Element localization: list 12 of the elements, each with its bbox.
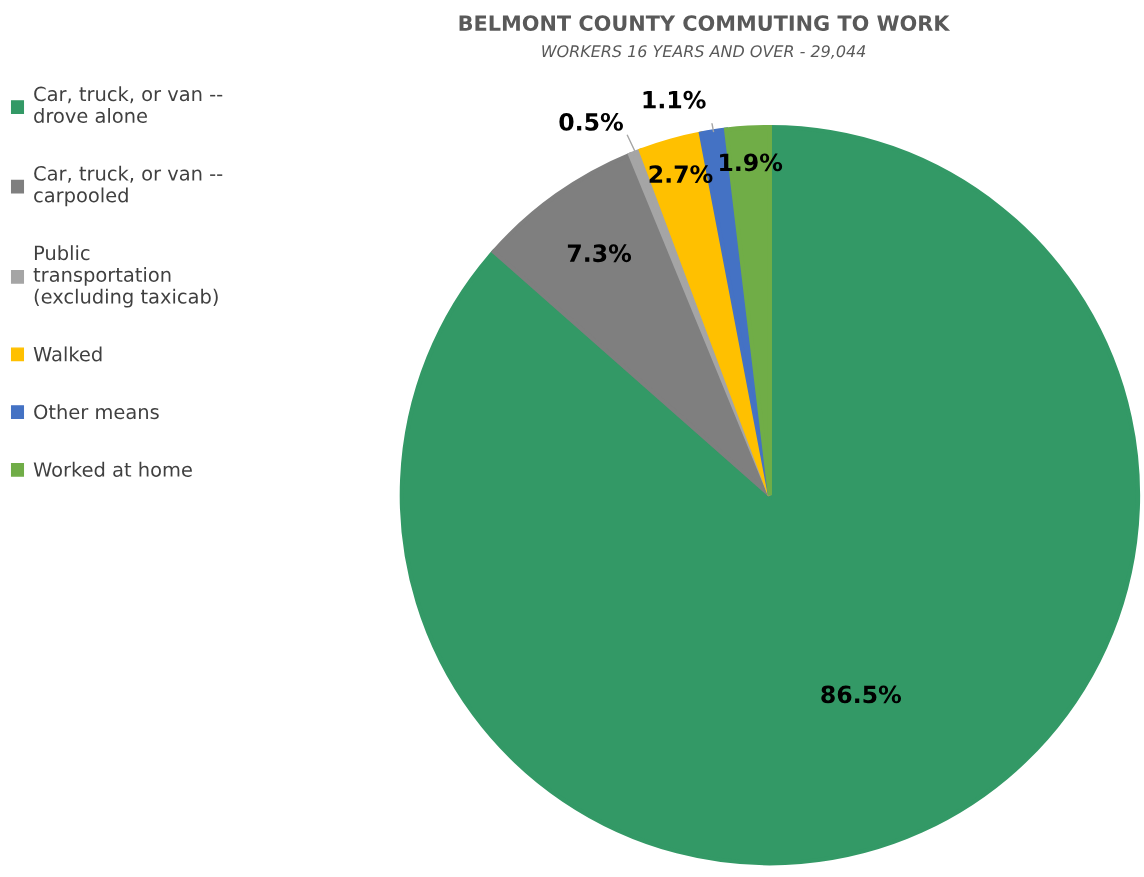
legend-label: Other means xyxy=(34,404,159,420)
chart-subtitle: WORKERS 16 YEARS AND OVER - 29,044 xyxy=(542,45,866,59)
legend-label: Worked at home xyxy=(33,461,192,477)
legend-label: Public transportation (excluding taxicab) xyxy=(33,245,218,308)
data-label: 86.5% xyxy=(821,685,902,704)
data-label: 0.5% xyxy=(559,112,623,131)
legend-label: Car, truck, or van -- drove alone xyxy=(34,86,223,124)
legend-label: Walked xyxy=(33,346,102,362)
data-label: 7.3% xyxy=(567,244,632,263)
data-label: 1.1% xyxy=(643,90,706,109)
legend-label: Car, truck, or van -- carpooled xyxy=(34,165,223,207)
chart-title: BELMONT COUNTY COMMUTING TO WORK xyxy=(459,15,951,31)
